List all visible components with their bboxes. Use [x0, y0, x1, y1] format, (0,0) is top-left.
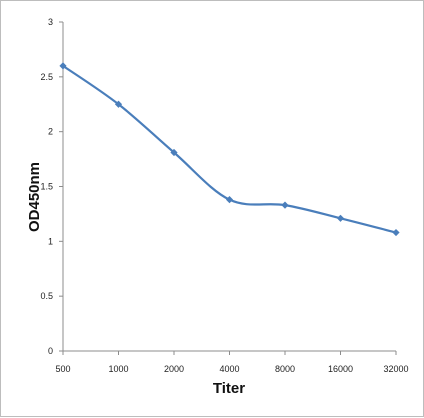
x-axis-title: Titer — [213, 380, 245, 397]
x-axis: 500 1000 2000 4000 8000 16000 32000 — [55, 350, 409, 374]
y-axis: 0 0.5 1 1.5 2 2.5 3 — [40, 17, 64, 356]
data-point — [336, 214, 345, 222]
data-point — [59, 62, 67, 70]
data-point — [170, 148, 178, 157]
y-tick-label: 0 — [48, 346, 53, 356]
series-line — [62, 64, 397, 234]
x-tick-label: 1000 — [108, 364, 128, 374]
series-markers — [59, 62, 400, 237]
x-tick-label: 4000 — [219, 364, 239, 374]
y-tick-label: 2.5 — [40, 72, 53, 82]
data-point — [392, 228, 400, 237]
y-tick-label: 1.5 — [40, 182, 53, 192]
y-axis-title: OD450nm — [26, 162, 43, 232]
y-tick-label: 0.5 — [40, 291, 53, 301]
data-point — [281, 201, 289, 209]
y-tick-label: 3 — [48, 17, 53, 27]
data-point — [225, 196, 234, 204]
y-tick-label: 1 — [48, 236, 53, 246]
y-tick-label: 2 — [48, 127, 53, 137]
x-tick-label: 16000 — [328, 364, 353, 374]
data-point — [114, 100, 123, 108]
x-tick-label: 8000 — [275, 364, 295, 374]
x-tick-label: 500 — [55, 364, 70, 374]
x-tick-label: 32000 — [383, 364, 408, 374]
x-tick-label: 2000 — [164, 364, 184, 374]
